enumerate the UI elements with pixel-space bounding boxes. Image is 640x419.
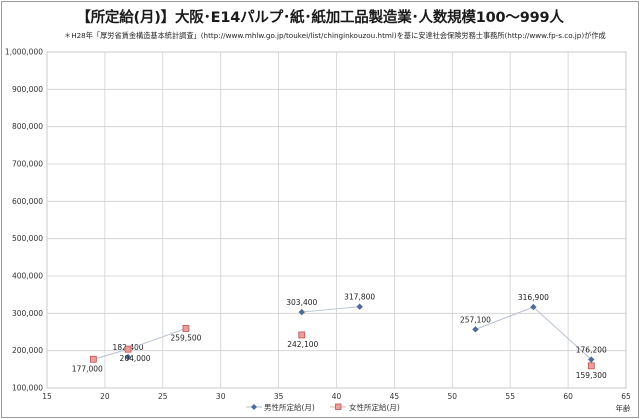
y-tick-label: 400,000 bbox=[12, 272, 43, 281]
data-label: 177,000 bbox=[72, 364, 103, 373]
y-tick-label: 800,000 bbox=[12, 122, 43, 131]
x-tick-label: 60 bbox=[563, 392, 573, 401]
y-tick-label: 200,000 bbox=[12, 346, 43, 355]
x-tick-label: 15 bbox=[42, 392, 52, 401]
data-label: 316,900 bbox=[518, 293, 549, 302]
data-label: 159,300 bbox=[576, 371, 607, 380]
chart-title: 【所定給(月)】大阪･E14パルプ･紙･紙加工品製造業･人数規模100～999人 bbox=[76, 10, 564, 26]
male-data-point bbox=[356, 303, 363, 310]
y-tick-label: 700,000 bbox=[12, 160, 43, 169]
male-data-point bbox=[124, 354, 132, 361]
legend-male-label: 男性所定給(月) bbox=[264, 402, 315, 412]
data-label: 176,200 bbox=[576, 346, 607, 355]
legend-male-marker bbox=[251, 404, 257, 410]
chart-subtitle: ＊H28年「厚労省賃金構造基本統計調査」(http://www.mhlw.go.… bbox=[64, 31, 606, 40]
x-tick-label: 35 bbox=[274, 392, 284, 401]
y-tick-label: 500,000 bbox=[12, 234, 43, 243]
x-tick-label: 50 bbox=[448, 392, 458, 401]
female-data-point bbox=[298, 331, 306, 339]
data-label: 259,500 bbox=[170, 333, 201, 342]
female-data-point bbox=[182, 325, 190, 332]
male-data-point bbox=[472, 326, 479, 333]
y-tick-label: 100,000 bbox=[12, 384, 43, 393]
female-data-point bbox=[587, 362, 595, 370]
legend-female-marker bbox=[335, 403, 342, 410]
y-tick-label: 1,000,000 bbox=[5, 48, 43, 57]
x-tick-label: 65 bbox=[621, 392, 631, 401]
data-label: 257,100 bbox=[460, 315, 491, 324]
male-data-point bbox=[588, 356, 595, 363]
data-label: 204,000 bbox=[120, 354, 151, 363]
data-label: 317,800 bbox=[344, 293, 375, 302]
x-axis-label: 年齢 bbox=[616, 403, 631, 413]
x-tick-label: 25 bbox=[158, 392, 168, 401]
x-tick-label: 55 bbox=[505, 392, 515, 401]
male-data-point bbox=[298, 308, 305, 316]
female-data-point bbox=[89, 355, 97, 363]
y-tick-label: 300,000 bbox=[12, 309, 43, 318]
x-tick-label: 45 bbox=[390, 392, 400, 401]
data-label: 242,100 bbox=[287, 340, 318, 349]
data-label: 303,400 bbox=[286, 298, 317, 307]
legend-female-label: 女性所定給(月) bbox=[349, 402, 400, 412]
x-tick-label: 40 bbox=[332, 392, 342, 401]
x-tick-label: 30 bbox=[216, 392, 226, 401]
x-tick-label: 20 bbox=[100, 392, 110, 401]
male-data-point bbox=[530, 303, 537, 311]
female-data-point bbox=[124, 345, 132, 353]
series-line bbox=[301, 306, 360, 313]
y-tick-label: 900,000 bbox=[12, 85, 43, 94]
y-tick-label: 600,000 bbox=[12, 197, 43, 206]
